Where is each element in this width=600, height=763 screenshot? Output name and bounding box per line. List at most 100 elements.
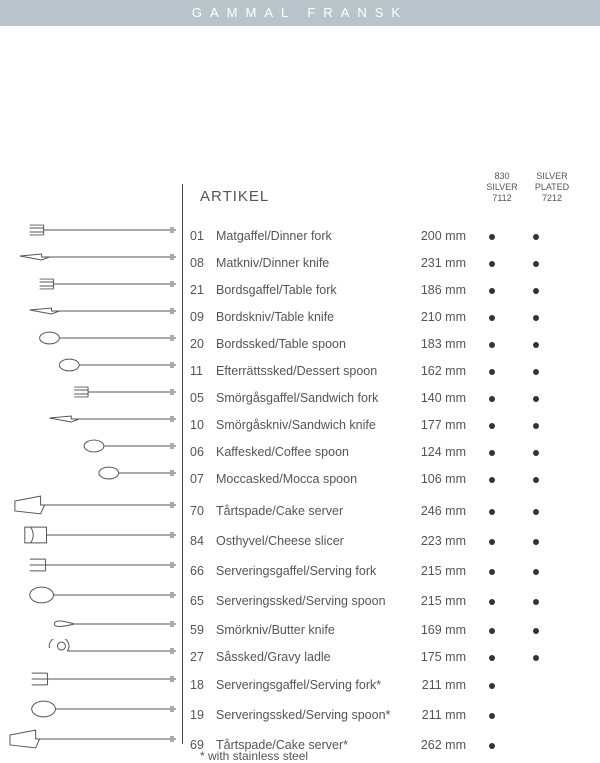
article-size: 231 mm: [412, 256, 470, 270]
article-size: 177 mm: [412, 418, 470, 432]
article-row: 10Smörgåskniv/Sandwich knife177 mm: [190, 411, 582, 438]
article-name: Matgaffel/Dinner fork: [216, 229, 412, 243]
utensil-illustration: [8, 243, 180, 270]
avail-plated: [514, 504, 558, 518]
avail-plated: [514, 650, 558, 664]
avail-plated: [514, 594, 558, 608]
col1-l1: 830: [482, 171, 522, 182]
article-size: 246 mm: [412, 504, 470, 518]
article-number: 11: [190, 364, 216, 378]
avail-plated: [514, 623, 558, 637]
article-row: 19Serveringssked/Serving spoon*211 mm: [190, 700, 582, 730]
vertical-divider: [182, 184, 183, 744]
article-size: 262 mm: [412, 738, 470, 752]
article-name: Smörgåsgaffel/Sandwich fork: [216, 391, 412, 405]
avail-plated: [514, 364, 558, 378]
article-name: Smörgåskniv/Sandwich knife: [216, 418, 412, 432]
article-row: 59Smörkniv/Butter knife169 mm: [190, 616, 582, 643]
col-header-plated: SILVER PLATED 7212: [532, 171, 572, 204]
article-row: 09Bordskniv/Table knife210 mm: [190, 303, 582, 330]
article-name: Serveringsgaffel/Serving fork*: [216, 678, 412, 692]
article-number: 21: [190, 283, 216, 297]
article-name: Serveringssked/Serving spoon*: [216, 708, 412, 722]
article-size: 140 mm: [412, 391, 470, 405]
article-name: Serveringssked/Serving spoon: [216, 594, 412, 608]
article-row: 20Bordssked/Table spoon183 mm: [190, 330, 582, 357]
article-number: 59: [190, 623, 216, 637]
avail-plated: [514, 534, 558, 548]
avail-plated: [514, 229, 558, 243]
article-name: Matkniv/Dinner knife: [216, 256, 412, 270]
article-row: 66Serveringsgaffel/Serving fork215 mm: [190, 556, 582, 586]
utensil-illustration: [8, 580, 180, 610]
avail-silver: [470, 594, 514, 608]
utensil-illustration: [8, 550, 180, 580]
avail-silver: [470, 256, 514, 270]
utensil-illustration: [8, 459, 180, 486]
article-name: Serveringsgaffel/Serving fork: [216, 564, 412, 578]
avail-plated: [514, 445, 558, 459]
avail-silver: [470, 364, 514, 378]
col1-l3: 7112: [482, 193, 522, 204]
article-size: 223 mm: [412, 534, 470, 548]
utensil-illustration: [8, 432, 180, 459]
article-size: 200 mm: [412, 229, 470, 243]
avail-silver: [470, 472, 514, 486]
article-size: 211 mm: [412, 678, 470, 692]
article-size: 186 mm: [412, 283, 470, 297]
avail-silver: [470, 504, 514, 518]
article-number: 07: [190, 472, 216, 486]
utensil-illustration: [8, 724, 180, 754]
article-row: 70Tårtspade/Cake server246 mm: [190, 496, 582, 526]
table-heading: ARTIKEL: [200, 188, 269, 205]
article-row: 11Efterrättssked/Dessert spoon162 mm: [190, 357, 582, 384]
utensil-illustration: [8, 405, 180, 432]
avail-silver: [470, 564, 514, 578]
article-name: Osthyvel/Cheese slicer: [216, 534, 412, 548]
article-name: Bordskniv/Table knife: [216, 310, 412, 324]
article-name: Bordssked/Table spoon: [216, 337, 412, 351]
article-name: Moccasked/Mocca spoon: [216, 472, 412, 486]
article-number: 18: [190, 678, 216, 692]
article-row: 65Serveringssked/Serving spoon215 mm: [190, 586, 582, 616]
avail-plated: [514, 391, 558, 405]
utensil-illustration: [8, 324, 180, 351]
col-header-silver: 830 SILVER 7112: [482, 171, 522, 204]
article-size: 175 mm: [412, 650, 470, 664]
column-headers: 830 SILVER 7112 SILVER PLATED 7212: [482, 171, 572, 204]
article-row: 01Matgaffel/Dinner fork200 mm: [190, 222, 582, 249]
footnote: * with stainless steel: [200, 749, 308, 763]
utensil-illustration: [8, 694, 180, 724]
article-size: 215 mm: [412, 594, 470, 608]
avail-plated: [514, 283, 558, 297]
article-row: 06Kaffesked/Coffee spoon124 mm: [190, 438, 582, 465]
avail-silver: [470, 623, 514, 637]
article-table: 01Matgaffel/Dinner fork200 mm08Matkniv/D…: [190, 222, 582, 760]
avail-silver: [470, 418, 514, 432]
article-number: 05: [190, 391, 216, 405]
avail-plated: [514, 418, 558, 432]
article-number: 01: [190, 229, 216, 243]
avail-silver: [470, 678, 514, 692]
utensil-illustration: [8, 490, 180, 520]
avail-plated: [514, 256, 558, 270]
utensil-illustration: [8, 378, 180, 405]
avail-plated: [514, 564, 558, 578]
article-name: Smörkniv/Butter knife: [216, 623, 412, 637]
avail-silver: [470, 708, 514, 722]
utensil-illustration: [8, 520, 180, 550]
article-row: 84Osthyvel/Cheese slicer223 mm: [190, 526, 582, 556]
utensil-illustration: [8, 664, 180, 694]
article-number: 06: [190, 445, 216, 459]
article-number: 70: [190, 504, 216, 518]
avail-silver: [470, 283, 514, 297]
avail-silver: [470, 310, 514, 324]
article-size: 106 mm: [412, 472, 470, 486]
avail-silver: [470, 534, 514, 548]
article-size: 215 mm: [412, 564, 470, 578]
utensil-illustration: [8, 270, 180, 297]
article-number: 10: [190, 418, 216, 432]
utensil-illustration: [8, 297, 180, 324]
article-number: 27: [190, 650, 216, 664]
avail-silver: [470, 738, 514, 752]
